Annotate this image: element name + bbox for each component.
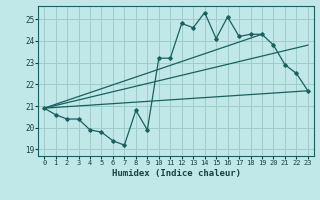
X-axis label: Humidex (Indice chaleur): Humidex (Indice chaleur): [111, 169, 241, 178]
